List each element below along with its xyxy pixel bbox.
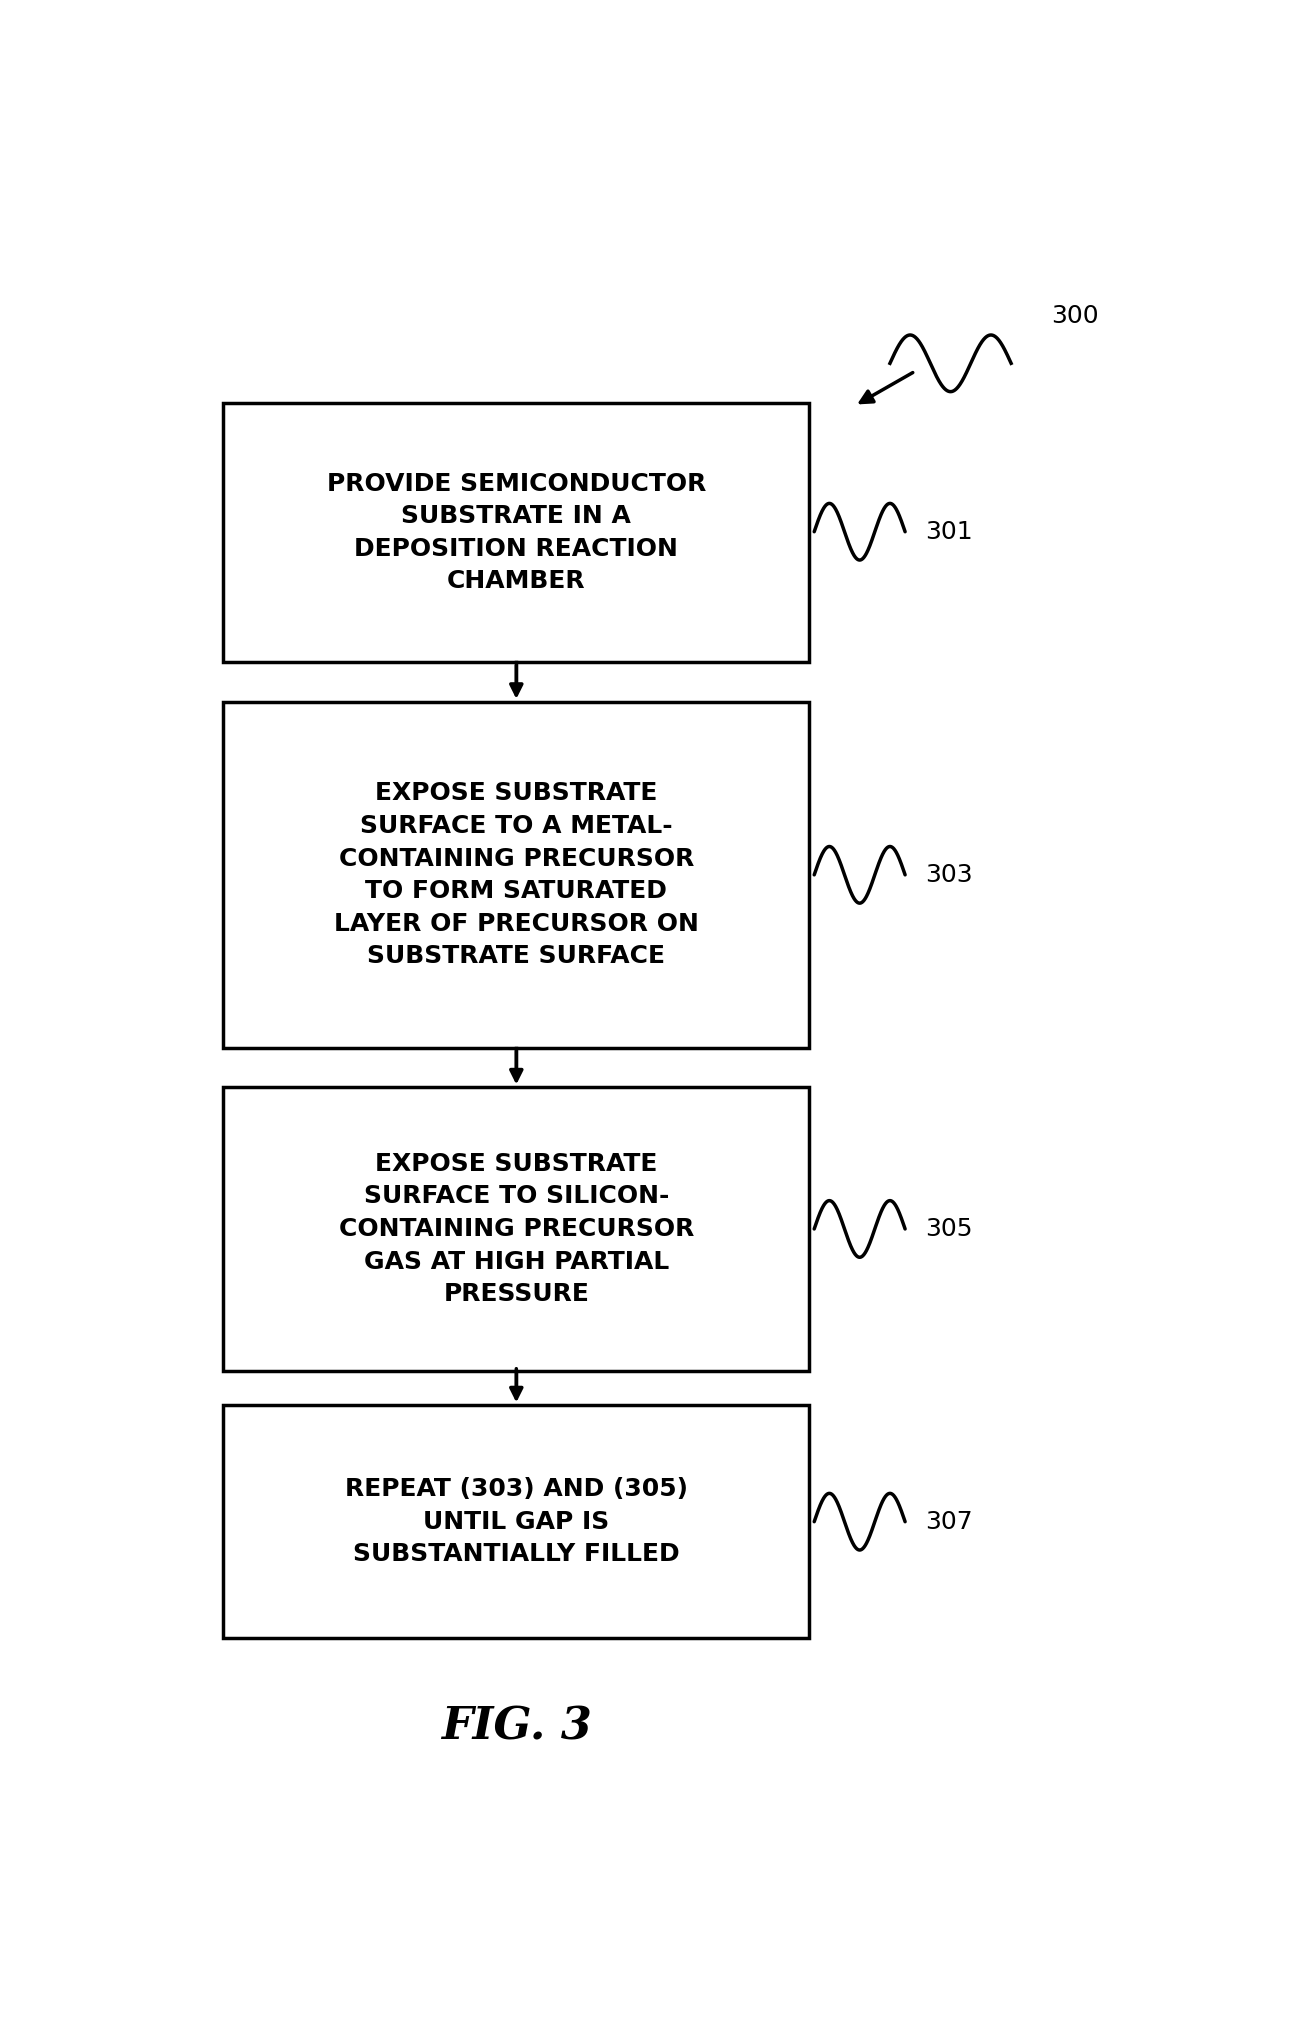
- Text: 307: 307: [925, 1511, 973, 1533]
- FancyBboxPatch shape: [224, 1404, 809, 1637]
- FancyBboxPatch shape: [224, 701, 809, 1049]
- Text: REPEAT (303) AND (305)
UNTIL GAP IS
SUBSTANTIALLY FILLED: REPEAT (303) AND (305) UNTIL GAP IS SUBS…: [345, 1478, 688, 1566]
- Text: EXPOSE SUBSTRATE
SURFACE TO A METAL-
CONTAINING PRECURSOR
TO FORM SATURATED
LAYE: EXPOSE SUBSTRATE SURFACE TO A METAL- CON…: [334, 781, 698, 969]
- Text: FIG. 3: FIG. 3: [440, 1705, 592, 1748]
- Text: 301: 301: [925, 519, 973, 544]
- Text: 303: 303: [925, 863, 973, 887]
- Text: 305: 305: [925, 1216, 973, 1241]
- FancyBboxPatch shape: [224, 1087, 809, 1372]
- FancyBboxPatch shape: [224, 403, 809, 662]
- Text: 300: 300: [1052, 305, 1100, 329]
- Text: PROVIDE SEMICONDUCTOR
SUBSTRATE IN A
DEPOSITION REACTION
CHAMBER: PROVIDE SEMICONDUCTOR SUBSTRATE IN A DEP…: [327, 472, 706, 593]
- Text: EXPOSE SUBSTRATE
SURFACE TO SILICON-
CONTAINING PRECURSOR
GAS AT HIGH PARTIAL
PR: EXPOSE SUBSTRATE SURFACE TO SILICON- CON…: [339, 1153, 694, 1306]
